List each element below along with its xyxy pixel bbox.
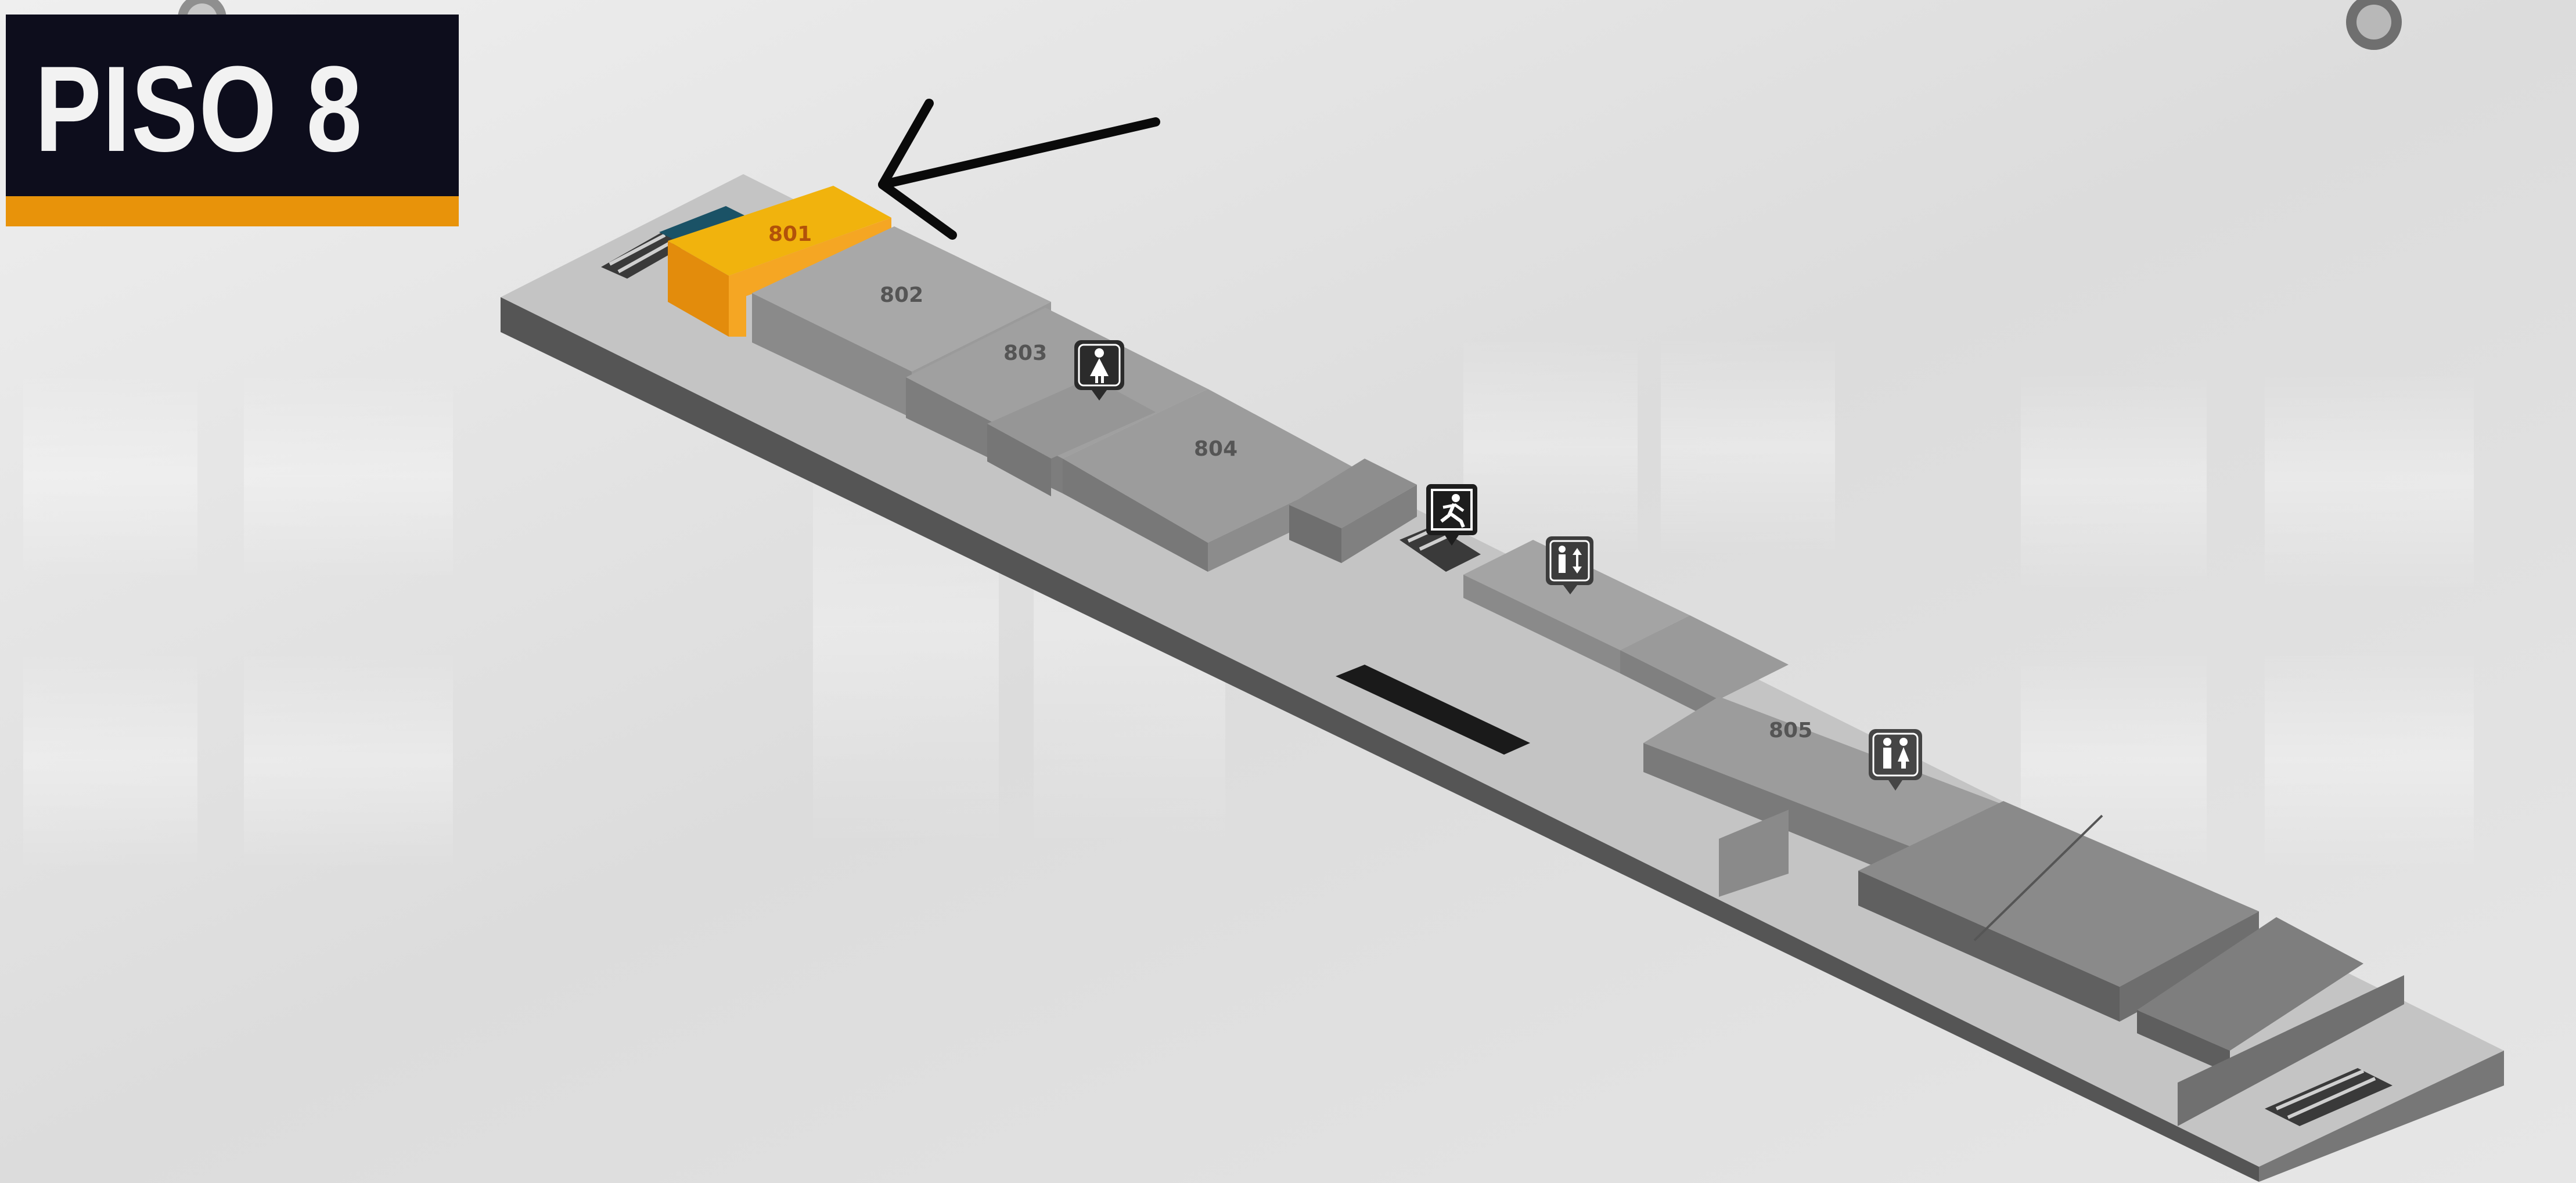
room-804-label: 804 (1194, 437, 1238, 461)
central-shaft (1336, 665, 1530, 755)
stairs-top-left (601, 232, 688, 279)
womens-restroom-icon (1074, 340, 1124, 401)
emergency-exit-icon (1426, 484, 1477, 546)
restrooms-icon (1869, 729, 1922, 791)
floor-title: PISO 8 (35, 41, 363, 177)
room-805 (1643, 697, 2009, 897)
floor-label-stripe (6, 196, 459, 226)
floor-label: PISO 8 (6, 15, 459, 226)
middle-rooms (1463, 540, 1789, 723)
room-804 (1063, 389, 1417, 572)
room-802-label: 802 (880, 283, 924, 307)
bottom-right-rooms (1858, 801, 2404, 1126)
elevator-icon (1546, 536, 1593, 594)
room-803-label: 803 (1003, 341, 1048, 365)
room-801-label: 801 (768, 222, 812, 246)
room-803 (906, 308, 1208, 496)
pointer-arrow (878, 99, 1160, 240)
stairs-bottom-right (2265, 1068, 2392, 1126)
window-reflections (23, 337, 2474, 871)
mounting-screw (2346, 0, 2402, 50)
room-805-label: 805 (1769, 719, 1813, 742)
